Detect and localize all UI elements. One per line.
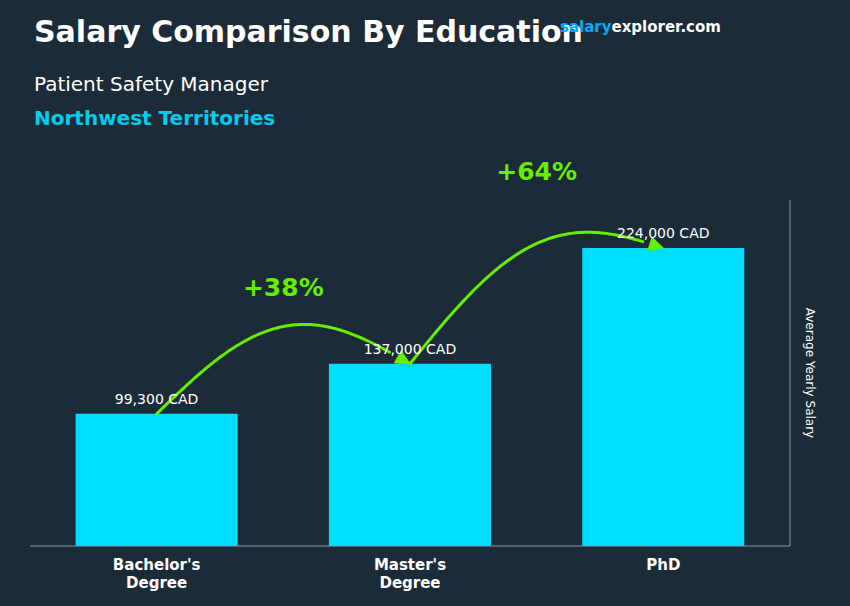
svg-text:224,000 CAD: 224,000 CAD bbox=[617, 225, 709, 241]
html-text:Salary Comparison By Education: Salary Comparison By Education bbox=[34, 14, 583, 49]
svg-text:Bachelor'sDegree: Bachelor'sDegree bbox=[113, 556, 201, 592]
svg-text:PhD: PhD bbox=[646, 556, 680, 574]
html-text:Patient Safety Manager: Patient Safety Manager bbox=[34, 72, 268, 96]
html-text:Northwest Territories: Northwest Territories bbox=[34, 106, 276, 130]
svg-text:99,300 CAD: 99,300 CAD bbox=[115, 391, 199, 407]
svg-text:Master'sDegree: Master'sDegree bbox=[374, 556, 446, 592]
svg-text:+64%: +64% bbox=[496, 157, 577, 186]
html-text:salary explorer.com: salary explorer.com bbox=[560, 18, 721, 36]
svg-text:Average Yearly Salary: Average Yearly Salary bbox=[803, 308, 817, 438]
svg-text:137,000 CAD: 137,000 CAD bbox=[364, 341, 456, 357]
svg-text:+38%: +38% bbox=[243, 273, 324, 302]
